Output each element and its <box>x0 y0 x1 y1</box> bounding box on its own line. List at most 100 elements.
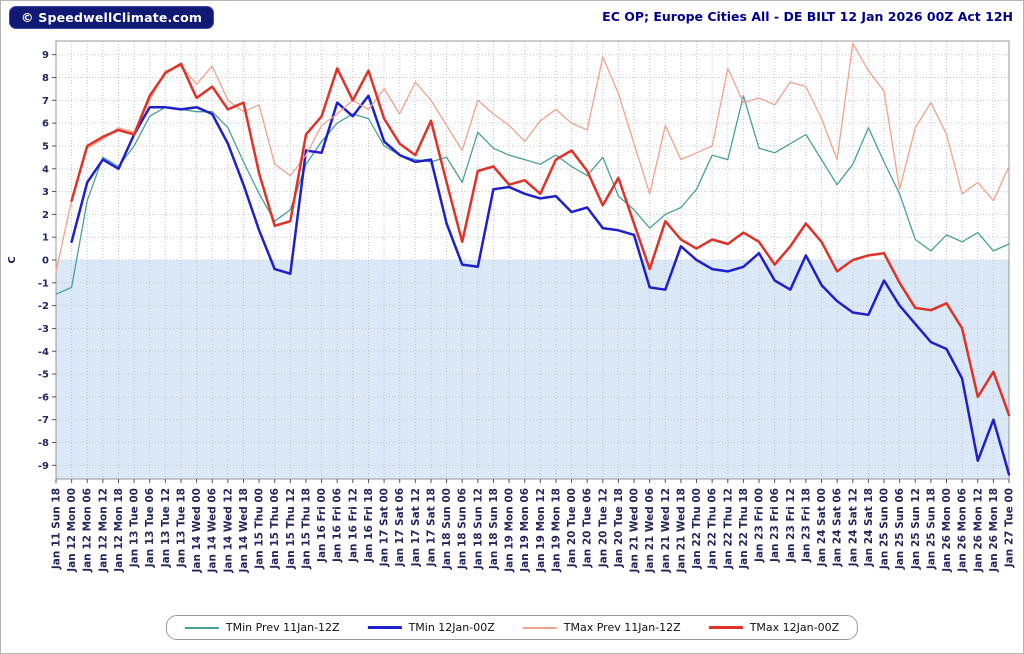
legend-label-tmin-prev: TMin Prev 11Jan-12Z <box>225 621 340 634</box>
series-line-tmin-prev <box>55 95 1010 295</box>
x-tick-label: Jan 16 Fri 18 <box>363 488 375 563</box>
x-tick-label: Jan 20 Tue 18 <box>613 488 625 568</box>
y-tick-label: 6 <box>42 119 49 130</box>
x-tick-label: Jan 15 Thu 00 <box>254 488 266 570</box>
x-tick-label: Jan 16 Fri 00 <box>316 488 328 563</box>
legend-label-tmax: TMax 12Jan-00Z <box>749 621 840 634</box>
x-tick-label: Jan 16 Fri 12 <box>347 488 359 563</box>
x-tick-label: Jan 23 Fri 06 <box>769 488 781 563</box>
series-line-tmax <box>70 62 1011 417</box>
x-tick-label: Jan 18 Sun 06 <box>457 488 469 570</box>
x-tick-label: Jan 13 Tue 18 <box>175 488 187 568</box>
y-tick-label: 1 <box>42 233 49 244</box>
x-tick-label: Jan 13 Tue 12 <box>160 488 172 568</box>
x-tick-label: Jan 21 Wed 00 <box>629 488 641 574</box>
x-tick-label: Jan 14 Wed 00 <box>191 488 203 574</box>
chart-title: EC OP; Europe Cities All - DE BILT 12 Ja… <box>602 9 1013 24</box>
x-tick-label: Jan 22 Thu 00 <box>691 488 703 570</box>
x-tick-label: Jan 18 Sun 18 <box>488 488 500 570</box>
legend-item-tmax-prev: TMax Prev 11Jan-12Z <box>522 621 681 634</box>
y-tick-label: -6 <box>38 392 49 403</box>
x-tick-label: Jan 26 Mon 12 <box>972 488 984 573</box>
x-tick-label: Jan 11 Sun 18 <box>51 488 63 570</box>
x-tick-label: Jan 25 Sun 12 <box>910 488 922 570</box>
y-axis-label: C <box>7 256 18 263</box>
x-tick-label: Jan 12 Mon 18 <box>113 488 125 573</box>
x-tick-label: Jan 18 Sun 00 <box>441 488 453 570</box>
x-tick-label: Jan 19 Mon 06 <box>519 488 531 573</box>
x-tick-label: Jan 13 Tue 06 <box>144 488 156 568</box>
x-tick-label: Jan 15 Thu 06 <box>269 488 281 570</box>
y-tick-label: 5 <box>42 141 49 152</box>
x-tick-label: Jan 27 Tue 00 <box>1004 488 1016 568</box>
logo-text: © SpeedwellClimate.com <box>21 10 203 25</box>
x-tick-label: Jan 26 Mon 00 <box>941 488 953 573</box>
x-tick-label: Jan 21 Wed 12 <box>660 488 672 574</box>
y-tick-label: -7 <box>38 415 49 426</box>
y-tick-label: -1 <box>38 278 49 289</box>
below-zero-shading <box>56 260 1009 479</box>
x-tick-label: Jan 25 Sun 00 <box>879 488 891 570</box>
x-tick-label: Jan 25 Sun 18 <box>925 488 937 570</box>
y-tick-label: 3 <box>42 187 49 198</box>
x-tick-label: Jan 17 Sat 12 <box>410 488 422 567</box>
legend-swatch-tmin-prev <box>184 626 219 629</box>
x-tick-label: Jan 17 Sat 18 <box>425 488 437 567</box>
x-tick-label: Jan 15 Thu 18 <box>300 488 312 570</box>
x-tick-label: Jan 14 Wed 12 <box>222 488 234 574</box>
y-tick-label: -5 <box>38 370 49 381</box>
y-tick-label: 9 <box>42 50 49 61</box>
x-tick-label: Jan 21 Wed 06 <box>644 488 656 574</box>
y-tick-label: -3 <box>38 324 49 335</box>
x-tick-label: Jan 21 Wed 18 <box>675 488 687 574</box>
x-tick-label: Jan 19 Mon 18 <box>550 488 562 573</box>
x-tick-label: Jan 14 Wed 06 <box>207 488 219 574</box>
x-tick-label: Jan 24 Sat 06 <box>832 488 844 567</box>
x-tick-label: Jan 23 Fri 18 <box>800 488 812 563</box>
y-tick-label: 0 <box>42 256 49 267</box>
x-tick-label: Jan 22 Thu 12 <box>722 488 734 570</box>
series-line-tmin <box>70 94 1011 476</box>
y-tick-label: -2 <box>38 301 49 312</box>
x-tick-label: Jan 20 Tue 00 <box>566 488 578 568</box>
x-tick-label: Jan 17 Sat 00 <box>379 488 391 567</box>
y-tick-label: 4 <box>42 164 49 175</box>
series-line-tmax-prev <box>55 42 1010 273</box>
y-tick-label: -4 <box>38 347 49 358</box>
y-tick-label: 8 <box>42 73 49 84</box>
x-tick-label: Jan 23 Fri 12 <box>785 488 797 563</box>
x-tick-label: Jan 25 Sun 06 <box>894 488 906 570</box>
x-tick-label: Jan 20 Tue 12 <box>597 488 609 568</box>
x-tick-label: Jan 17 Sat 06 <box>394 488 406 567</box>
x-tick-label: Jan 20 Tue 06 <box>582 488 594 568</box>
legend-swatch-tmin <box>367 626 402 629</box>
x-tick-label: Jan 22 Thu 18 <box>738 488 750 570</box>
legend-swatch-tmax-prev <box>522 626 557 629</box>
x-tick-label: Jan 18 Sun 12 <box>472 488 484 570</box>
x-tick-label: Jan 12 Mon 00 <box>66 488 78 573</box>
y-tick-label: 7 <box>42 96 49 107</box>
x-tick-label: Jan 19 Mon 12 <box>535 488 547 573</box>
legend-label-tmax-prev: TMax Prev 11Jan-12Z <box>563 621 681 634</box>
legend-label-tmin: TMin 12Jan-00Z <box>408 621 495 634</box>
x-tick-label: Jan 24 Sat 18 <box>863 488 875 567</box>
temperature-chart: 9 8 7 6 5 4 3 2 1 0 -1 -2 -3 -4 -5 -6 -7 -8 -9 Jan 11 Sun 1… <box>7 40 1016 574</box>
x-tick-label: Jan 14 Wed 18 <box>238 488 250 574</box>
x-tick-label: Jan 26 Mon 18 <box>988 488 1000 573</box>
x-tick-label: Jan 15 Thu 12 <box>285 488 297 570</box>
x-tick-label: Jan 12 Mon 12 <box>97 488 109 573</box>
y-tick-label: -8 <box>38 438 49 449</box>
x-tick-label: Jan 19 Mon 00 <box>504 488 516 573</box>
x-tick-label: Jan 24 Sat 12 <box>847 488 859 567</box>
y-tick-label: 2 <box>42 210 49 221</box>
x-tick-label: Jan 26 Mon 06 <box>957 488 969 573</box>
x-tick-label: Jan 22 Thu 06 <box>707 488 719 570</box>
legend: TMin Prev 11Jan-12Z TMin 12Jan-00Z TMax … <box>165 615 859 640</box>
legend-item-tmax: TMax 12Jan-00Z <box>708 621 840 634</box>
x-tick-label: Jan 23 Fri 00 <box>754 488 766 563</box>
legend-item-tmin-prev: TMin Prev 11Jan-12Z <box>184 621 340 634</box>
chart-header: © SpeedwellClimate.com EC OP; Europe Cit… <box>1 1 1023 33</box>
x-tick-label: Jan 16 Fri 06 <box>332 488 344 563</box>
speedwell-logo-badge: © SpeedwellClimate.com <box>9 6 215 29</box>
